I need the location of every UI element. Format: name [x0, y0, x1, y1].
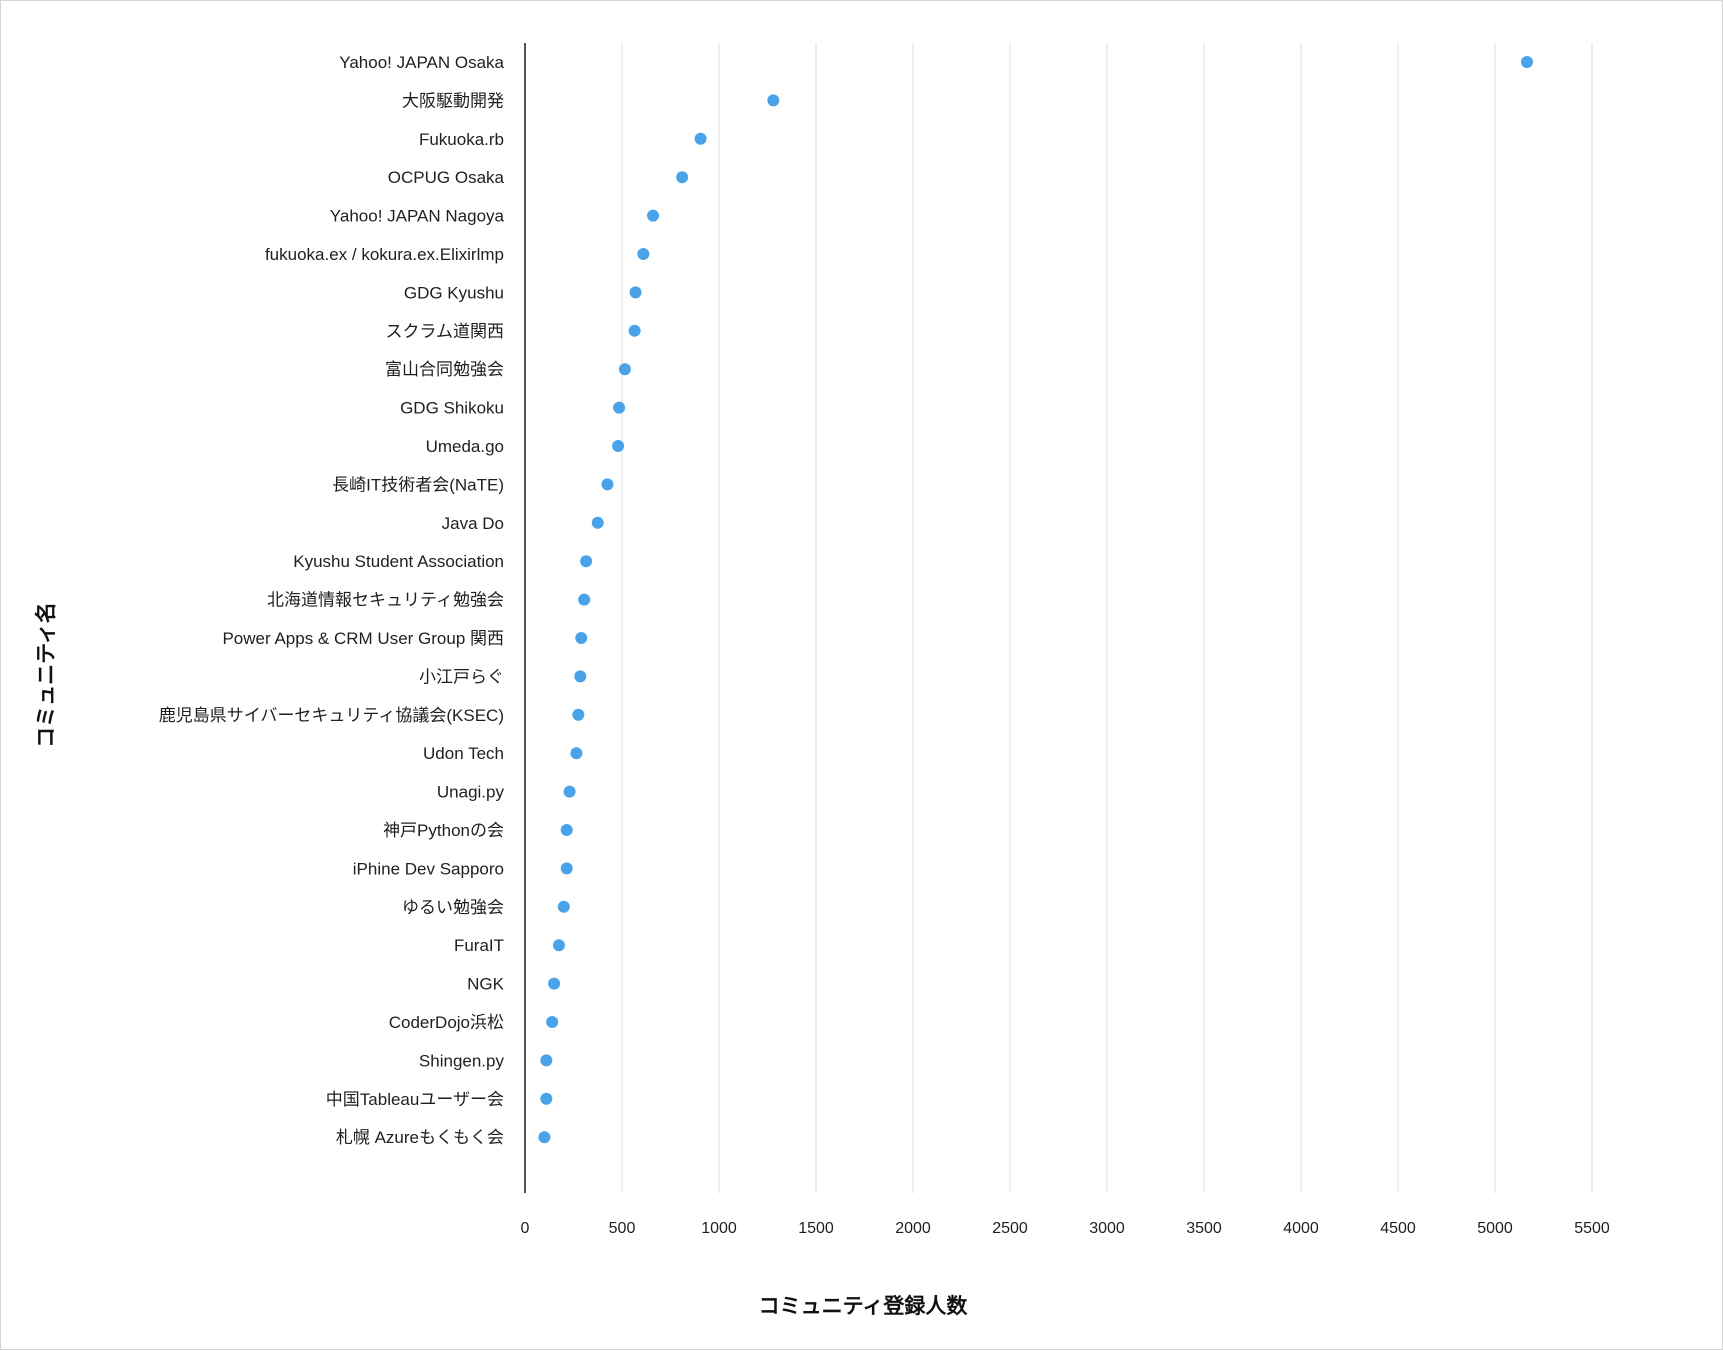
- x-tick-label-4500: 4500: [1380, 1220, 1416, 1237]
- category-label: 富山合同勉強会: [385, 360, 504, 379]
- x-tick-label-5000: 5000: [1477, 1220, 1513, 1237]
- category-labels: Yahoo! JAPAN Osaka 大阪駆動開発 Fukuoka.rb OCPUG …: [159, 53, 505, 1147]
- x-tick-label-2000: 2000: [895, 1220, 931, 1237]
- data-point: [560, 862, 573, 875]
- category-label: fukuoka.ex / kokura.ex.Elixirlmp: [265, 245, 504, 264]
- data-point: [557, 900, 570, 913]
- category-label: Fukuoka.rb: [419, 130, 504, 149]
- category-label: Power Apps & CRM User Group 関西: [222, 629, 504, 648]
- x-tick-label-1500: 1500: [798, 1220, 834, 1237]
- data-point: [612, 440, 625, 452]
- category-label: ゆるい勉強会: [402, 898, 504, 917]
- category-label: 札幌 Azureもくもく会: [336, 1128, 504, 1147]
- category-label: 大阪駆動開発: [402, 91, 504, 110]
- category-label: Yahoo! JAPAN Osaka: [339, 53, 504, 72]
- category-label: OCPUG Osaka: [388, 168, 505, 187]
- x-tick-label-3000: 3000: [1089, 1220, 1125, 1237]
- data-point: [613, 401, 626, 414]
- data-point: [560, 824, 573, 836]
- category-label: 中国Tableauユーザー会: [326, 1090, 504, 1109]
- category-label: CoderDojo浜松: [389, 1013, 504, 1032]
- category-label: Shingen.py: [419, 1051, 505, 1070]
- category-label: NGK: [467, 975, 505, 994]
- data-points: [538, 56, 1534, 1144]
- category-label: 神戸Pythonの会: [383, 821, 504, 840]
- data-point: [540, 1092, 553, 1105]
- data-point: [1521, 56, 1534, 68]
- x-axis-title: コミュニティ登録人数: [759, 1294, 969, 1318]
- category-label: Kyushu Student Association: [293, 552, 504, 571]
- category-label: 長崎IT技術者会(NaTE): [332, 475, 504, 494]
- data-point: [575, 632, 588, 644]
- data-point: [676, 171, 689, 184]
- data-point: [546, 1016, 559, 1028]
- data-point: [591, 516, 604, 529]
- data-point: [572, 708, 585, 721]
- category-label: GDG Shikoku: [400, 399, 504, 418]
- x-tick-label-5500: 5500: [1574, 1220, 1610, 1237]
- data-point: [647, 209, 660, 222]
- x-tick-label-1000: 1000: [701, 1220, 737, 1237]
- category-label: Java Do: [442, 514, 504, 533]
- data-point: [629, 286, 642, 299]
- data-point: [628, 324, 641, 337]
- x-axis-ticks: 0 500 1000 1500 2000 2500 3000 3500 4000 4500 5000…: [521, 1220, 1610, 1237]
- y-axis-title: コミュニティ名: [34, 602, 58, 748]
- category-label: 北海道情報セキュリティ勉強会: [267, 591, 504, 610]
- category-label: 鹿児島県サイバーセキュリティ協議会(KSEC): [159, 706, 504, 725]
- data-point: [552, 939, 565, 952]
- data-point: [570, 747, 583, 760]
- category-label: iPhine Dev Sapporo: [353, 859, 504, 878]
- category-label: Unagi.py: [437, 783, 505, 802]
- data-point: [694, 132, 707, 145]
- category-label: Udon Tech: [423, 744, 504, 763]
- data-point: [601, 478, 614, 491]
- data-point: [538, 1131, 551, 1144]
- category-label: FuraIT: [454, 936, 504, 955]
- category-label: スクラム道関西: [386, 322, 505, 341]
- category-label: GDG Kyushu: [404, 283, 504, 302]
- data-point: [580, 555, 593, 568]
- x-tick-label-500: 500: [609, 1220, 636, 1237]
- x-tick-label-0: 0: [521, 1220, 530, 1237]
- data-point: [767, 94, 780, 107]
- x-tick-label-2500: 2500: [992, 1220, 1028, 1237]
- data-point: [563, 785, 576, 798]
- x-tick-label-4000: 4000: [1283, 1220, 1319, 1237]
- category-label: 小江戸らぐ: [419, 667, 504, 686]
- data-point: [548, 977, 561, 990]
- x-tick-label-3500: 3500: [1186, 1220, 1222, 1237]
- category-label: Yahoo! JAPAN Nagoya: [330, 207, 505, 226]
- data-point: [637, 248, 650, 260]
- data-point: [578, 593, 591, 606]
- category-label: Umeda.go: [426, 437, 504, 456]
- data-point: [618, 363, 631, 376]
- gridlines: [621, 43, 1593, 1193]
- data-point: [574, 670, 587, 683]
- data-point: [540, 1054, 553, 1067]
